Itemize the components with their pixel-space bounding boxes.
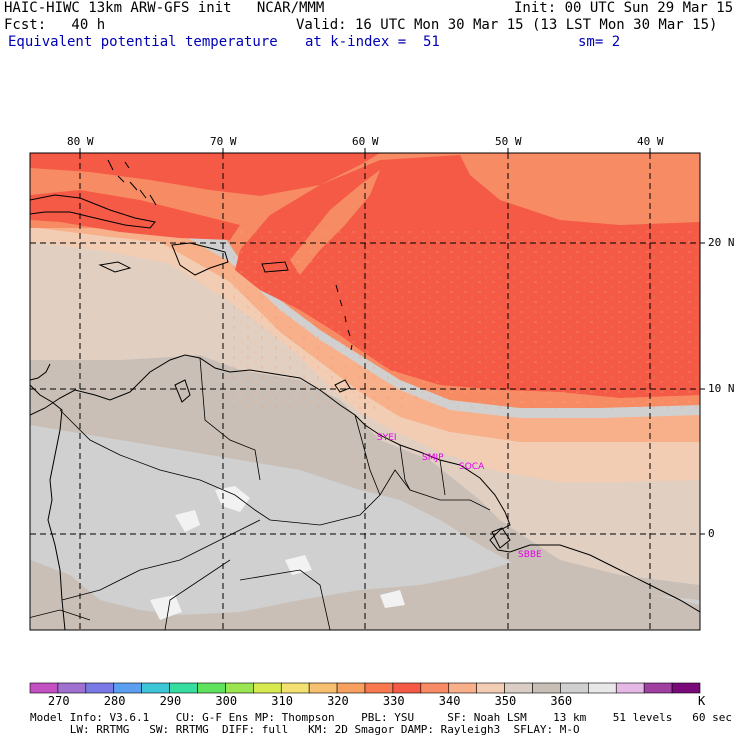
colorbar-unit: K (698, 694, 706, 708)
lon-label-70w: 70 W (210, 135, 237, 148)
lat-label-0: 0 (708, 527, 715, 540)
colorbar-swatch-16 (476, 682, 505, 694)
model-info-line1: Model Info: V3.6.1 CU: G-F Ens MP: Thomp… (30, 711, 732, 724)
colorbar-swatch-18 (532, 682, 561, 694)
colorbar-label-270: 270 (47, 694, 70, 708)
colorbar-swatch-19 (560, 682, 589, 694)
colorbar-label-300: 300 (215, 694, 238, 708)
white-patch-1 (215, 486, 250, 512)
model-title: HAIC-HIWC 13km ARW-GFS init NCAR/MMM (4, 0, 325, 16)
level-label: at k-index = 51 (305, 34, 440, 50)
white-patch-3 (150, 595, 182, 620)
forecast-hour: Fcst: 40 h (4, 17, 106, 33)
graticule (30, 153, 700, 630)
colorbar-swatch-15 (448, 682, 477, 694)
colorbar-label-290: 290 (159, 694, 182, 708)
smoothing-label: sm= 2 (578, 34, 621, 50)
colorbar-swatch-21 (615, 682, 645, 694)
colorbar-swatch-20 (588, 682, 617, 694)
colorbar-swatch-17 (504, 682, 533, 694)
colorbar-swatch-22 (643, 682, 673, 694)
colorbar-swatch-5 (169, 682, 198, 694)
colorbar-label-360: 360 (550, 694, 573, 708)
colorbar-swatch-14 (420, 682, 450, 694)
colorbar-swatch-23 (671, 682, 701, 694)
colorbar-swatch-1 (57, 682, 87, 694)
station-soca: SOCA (459, 462, 485, 472)
field-name: Equivalent potential temperature (8, 34, 278, 50)
white-patch-4 (285, 555, 312, 575)
colorbar-swatch-8 (253, 682, 282, 694)
colorbar-label-320: 320 (327, 694, 349, 708)
warm-cuba (30, 190, 240, 240)
colorbar-label-340: 340 (438, 694, 461, 708)
lon-label-50w: 50 W (495, 135, 522, 148)
valid-time: Valid: 16 UTC Mon 30 Mar 15 (13 LST Mon … (296, 17, 718, 33)
tan-band (30, 240, 700, 585)
colorbar-label-330: 330 (382, 694, 405, 708)
lon-ticks (79, 148, 705, 535)
colorbar-swatch-2 (85, 682, 115, 694)
colorbar (29, 682, 701, 694)
colorbar-swatch-0 (29, 682, 59, 694)
lon-label-80w: 80 W (67, 135, 94, 148)
lat-label-10n: 10 N (708, 382, 735, 395)
station-sbbe: SBBE (518, 550, 542, 560)
init-time: Init: 00 UTC Sun 29 Mar 15 (514, 0, 734, 16)
colorbar-swatch-13 (392, 682, 422, 694)
lon-label-40w: 40 W (637, 135, 664, 148)
colorbar-label-280: 280 (103, 694, 126, 708)
warm-top (30, 153, 380, 196)
colorbar-swatch-4 (141, 682, 170, 694)
colorbar-swatch-6 (197, 682, 226, 694)
colorbar-swatch-7 (225, 682, 254, 694)
station-smjp: SMJP (422, 453, 444, 463)
white-patch-5 (380, 590, 405, 608)
lon-label-60w: 60 W (352, 135, 379, 148)
colorbar-label-350: 350 (494, 694, 517, 708)
colorbar-swatch-3 (113, 682, 142, 694)
colorbar-swatch-12 (364, 682, 394, 694)
model-info-line2: LW: RRTMG SW: RRTMG DIFF: full KM: 2D Sm… (30, 723, 580, 736)
colorbar-swatch-10 (308, 682, 338, 694)
station-markers: SYEI SMJP SOCA SBBE (377, 433, 542, 560)
colorbar-swatch-11 (336, 682, 366, 694)
colorbar-label-310: 310 (271, 694, 293, 708)
lat-label-20n: 20 N (708, 236, 735, 249)
peach-band (30, 215, 700, 442)
colorbar-swatch-9 (280, 682, 310, 694)
station-syei: SYEI (377, 433, 397, 443)
field-shading: SYEI SMJP SOCA SBBE (30, 153, 700, 630)
white-patch-2 (175, 510, 200, 532)
peach-tan (30, 225, 700, 482)
